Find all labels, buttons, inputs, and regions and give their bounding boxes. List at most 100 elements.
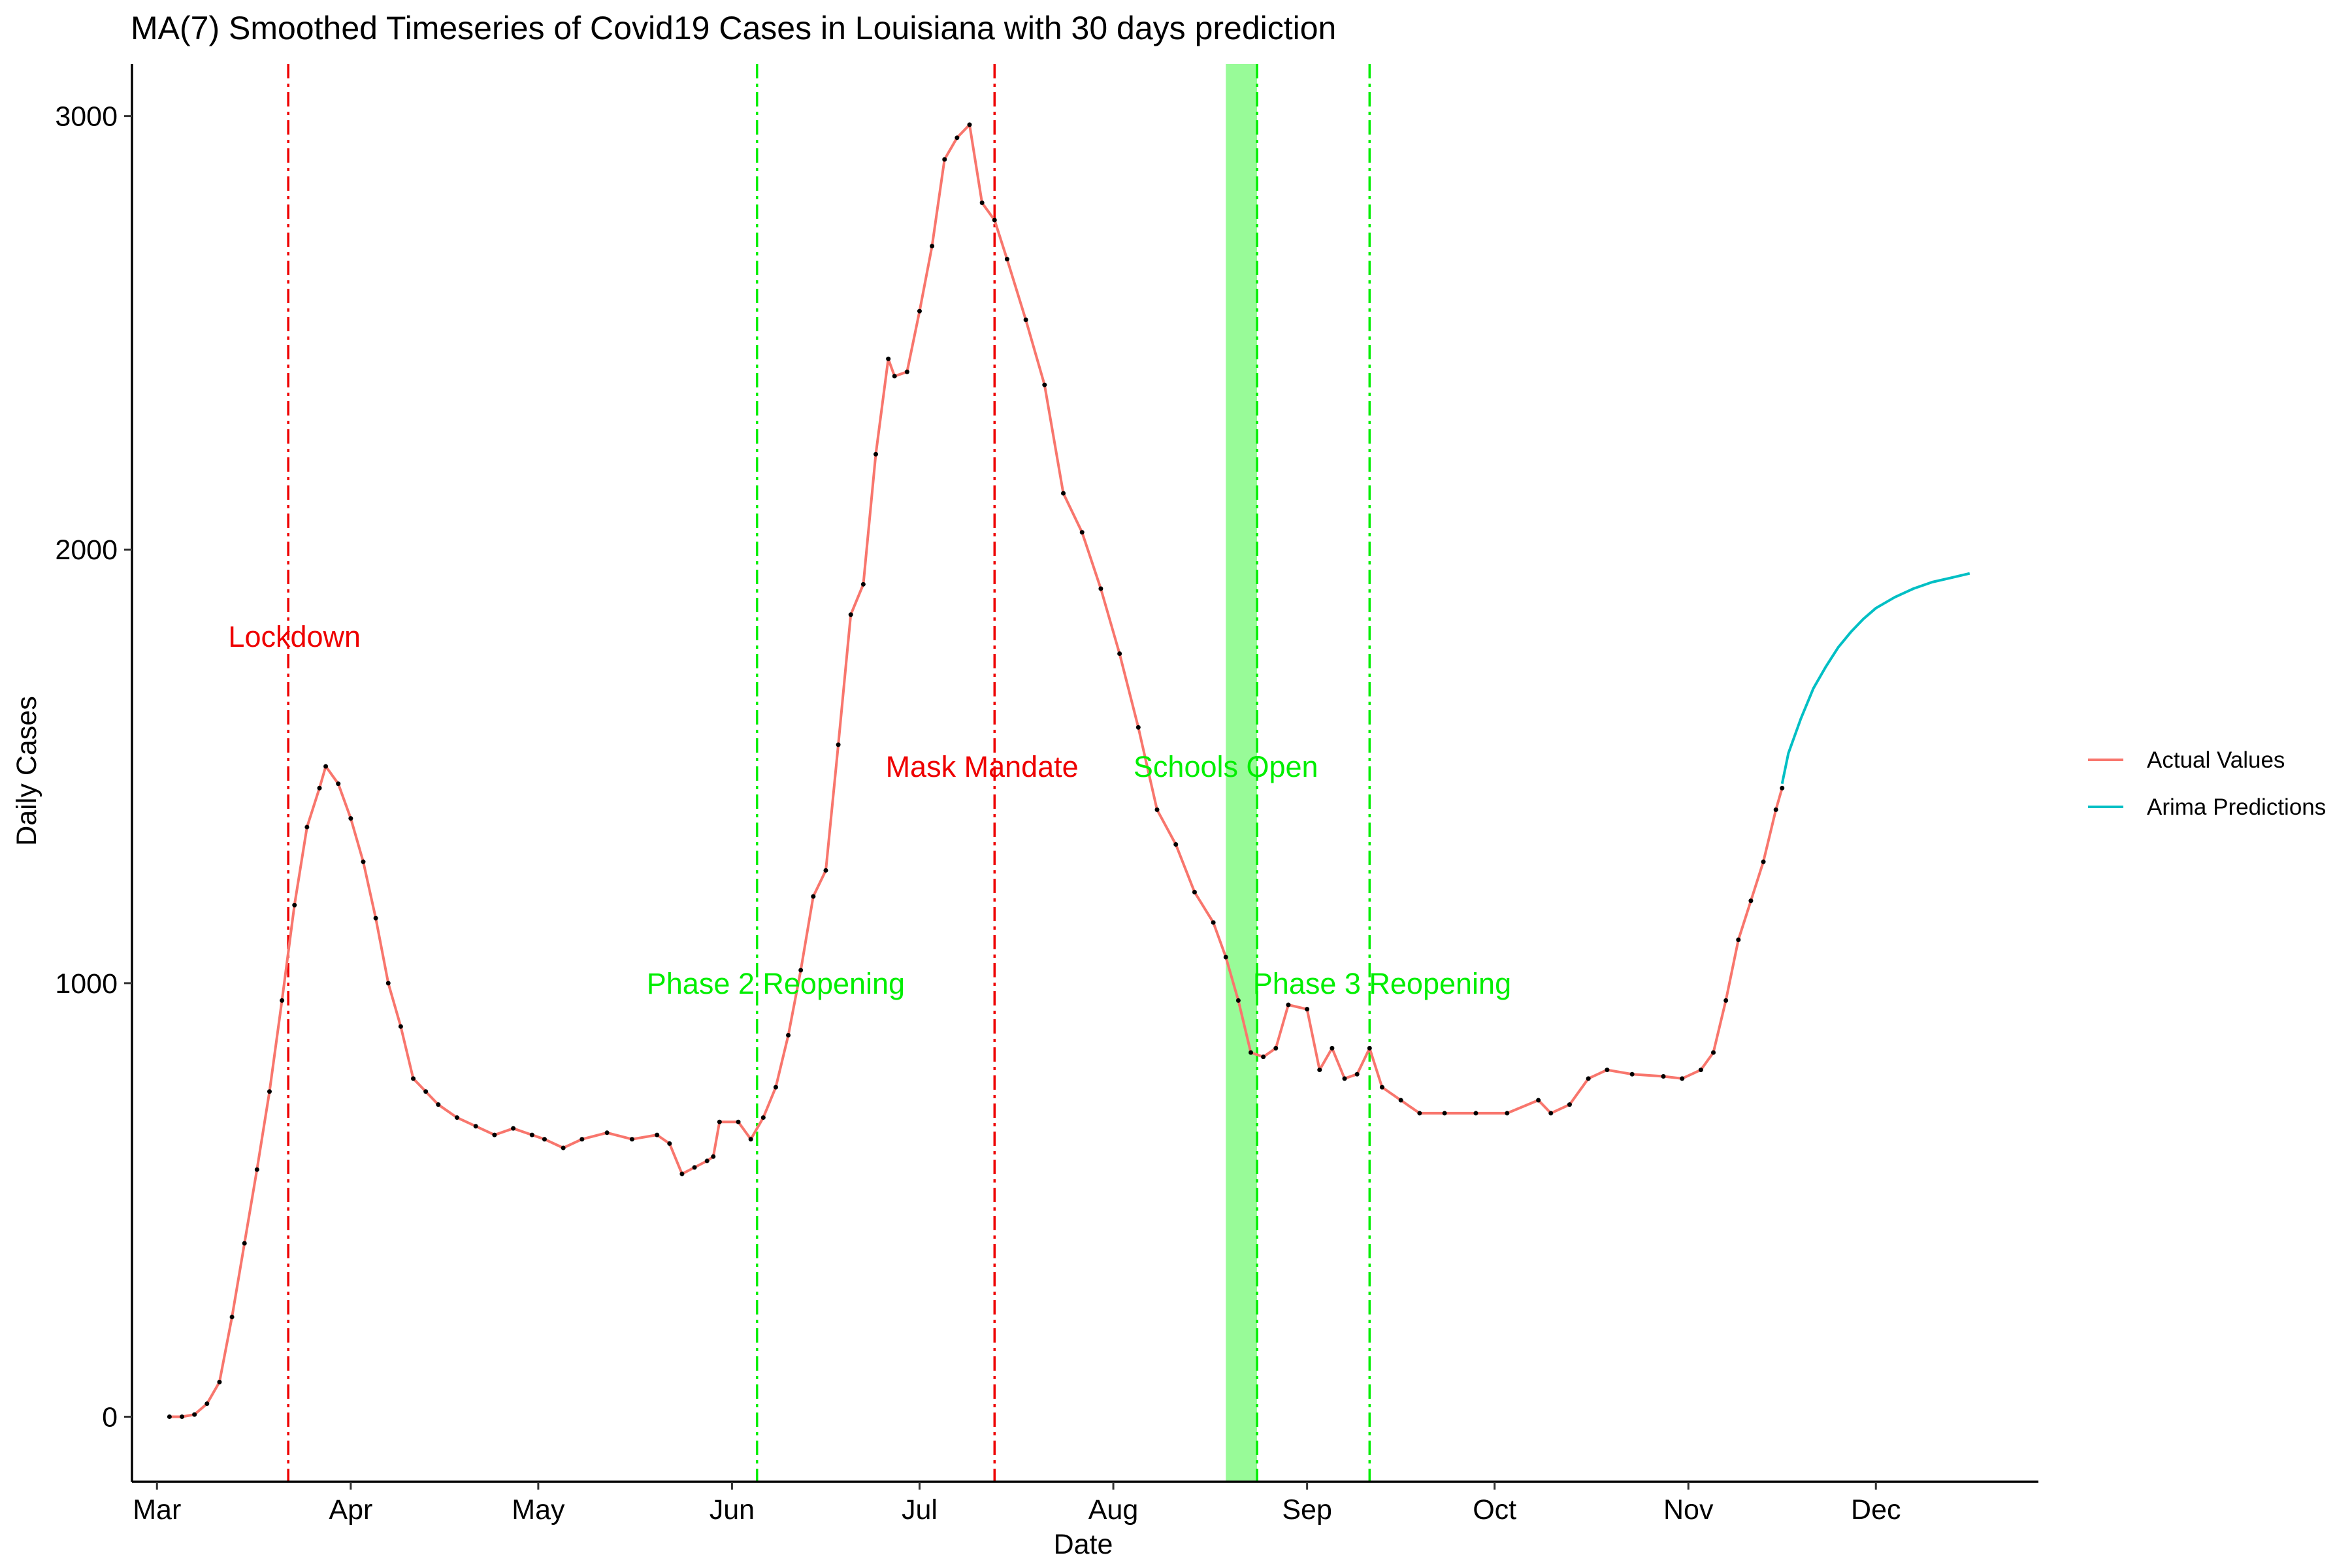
data-point xyxy=(1567,1102,1572,1107)
data-point xyxy=(204,1401,210,1407)
data-point xyxy=(1698,1068,1703,1073)
x-tick-label: May xyxy=(512,1494,565,1526)
series-line-arima-predictions xyxy=(1780,572,1970,785)
data-point xyxy=(280,998,285,1003)
data-point xyxy=(786,1032,791,1037)
data-point xyxy=(317,785,322,791)
data-point xyxy=(398,1024,403,1029)
y-tick-label: 2000 xyxy=(55,534,118,566)
data-point xyxy=(1098,586,1103,591)
data-point xyxy=(1379,1085,1384,1090)
data-point xyxy=(1154,807,1160,812)
data-point xyxy=(955,135,960,140)
data-point xyxy=(167,1414,172,1419)
data-point xyxy=(1330,1045,1335,1051)
data-point xyxy=(242,1241,247,1246)
data-point xyxy=(192,1412,197,1417)
data-point xyxy=(1317,1068,1322,1073)
data-point xyxy=(798,968,804,973)
data-point xyxy=(1342,1076,1347,1081)
data-point xyxy=(180,1414,185,1419)
plot-area: Lockdown Mask Mandate Schools Open Phase 2 … xyxy=(167,64,1970,1482)
data-point xyxy=(1261,1054,1266,1060)
data-point xyxy=(1711,1050,1716,1055)
y-tick-label: 1000 xyxy=(55,968,118,1000)
data-point xyxy=(604,1130,610,1135)
data-point xyxy=(511,1126,516,1131)
data-point xyxy=(304,825,310,830)
x-tick-label: Aug xyxy=(1088,1494,1139,1526)
data-point xyxy=(254,1167,259,1172)
data-point xyxy=(1748,898,1754,904)
data-point xyxy=(1235,998,1241,1003)
data-point xyxy=(1249,1050,1254,1055)
data-point xyxy=(904,369,909,374)
data-point xyxy=(423,1089,429,1094)
data-point xyxy=(873,451,878,457)
data-point xyxy=(385,981,391,986)
data-point xyxy=(717,1119,722,1124)
data-point xyxy=(704,1158,710,1164)
data-point xyxy=(1273,1045,1279,1051)
annotation-label: Mask Mandate xyxy=(886,750,1079,783)
data-point xyxy=(1586,1076,1591,1081)
data-point xyxy=(1042,382,1047,387)
data-point xyxy=(823,868,828,873)
x-tick-label: Jul xyxy=(902,1494,938,1526)
data-point xyxy=(348,816,353,821)
data-point xyxy=(667,1141,672,1146)
data-point xyxy=(967,122,972,127)
data-point xyxy=(1079,530,1085,535)
data-point xyxy=(1061,491,1066,496)
data-point xyxy=(848,612,853,617)
data-point xyxy=(1505,1111,1510,1116)
data-point xyxy=(1605,1068,1610,1073)
x-tick-label: Dec xyxy=(1851,1494,1901,1526)
data-point xyxy=(473,1124,478,1129)
data-point xyxy=(1135,725,1141,730)
data-point xyxy=(229,1315,235,1320)
data-point xyxy=(1761,859,1766,864)
data-point xyxy=(436,1102,441,1107)
data-point xyxy=(655,1132,660,1137)
data-point xyxy=(1442,1111,1447,1116)
y-axis-title: Daily Cases xyxy=(11,696,42,845)
x-tick-label: Sep xyxy=(1282,1494,1332,1526)
data-point xyxy=(267,1089,272,1094)
data-point xyxy=(1473,1111,1478,1116)
data-point xyxy=(679,1171,685,1177)
data-point xyxy=(1173,841,1179,847)
series-line-actual-values xyxy=(169,123,1784,1418)
axes: 0 1000 2000 3000 Mar Apr May Jun Jul Aug Sep Oct Nov… xyxy=(55,64,2038,1526)
annotation-label: Schools Open xyxy=(1134,750,1318,783)
data-point xyxy=(760,1115,766,1120)
x-tick-label: Jun xyxy=(710,1494,755,1526)
data-point xyxy=(580,1137,585,1142)
data-point xyxy=(886,356,891,361)
data-point xyxy=(692,1165,697,1170)
data-point xyxy=(1117,651,1122,657)
data-point xyxy=(1736,937,1741,942)
x-tick-label: Oct xyxy=(1473,1494,1516,1526)
data-point xyxy=(1723,998,1729,1003)
annotation-label: Phase 3 Reopening xyxy=(1253,967,1511,1000)
data-point xyxy=(492,1132,497,1137)
legend-label: Arima Predictions xyxy=(2147,794,2326,820)
data-point xyxy=(361,859,366,864)
data-point xyxy=(1367,1045,1372,1051)
data-point xyxy=(736,1119,741,1124)
data-point xyxy=(836,742,841,747)
data-point xyxy=(1548,1111,1554,1116)
data-point xyxy=(373,915,378,921)
data-point xyxy=(542,1137,547,1142)
data-point xyxy=(1305,1007,1310,1012)
data-point xyxy=(860,581,866,587)
data-point xyxy=(292,902,297,907)
data-point xyxy=(561,1145,566,1151)
y-tick-label: 3000 xyxy=(55,101,118,133)
data-point xyxy=(773,1085,778,1090)
data-point xyxy=(992,218,997,223)
annotation-label: Phase 2 Reopening xyxy=(647,967,905,1000)
data-point xyxy=(1192,889,1197,894)
